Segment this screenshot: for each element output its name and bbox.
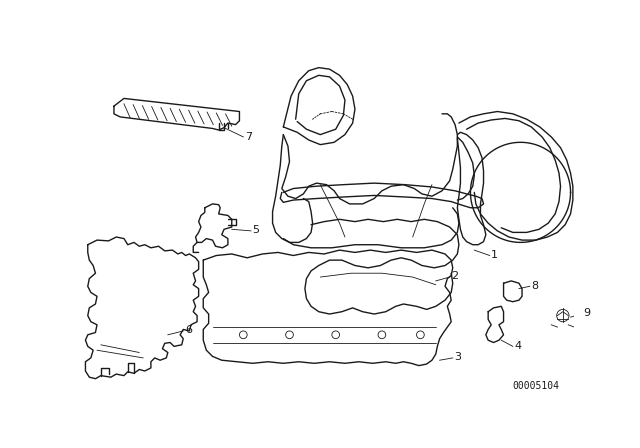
Text: 6: 6 (185, 325, 192, 335)
Text: 7: 7 (245, 132, 252, 142)
Text: 8: 8 (531, 280, 538, 291)
Text: 5: 5 (253, 225, 260, 235)
Text: 00005104: 00005104 (513, 381, 559, 392)
Text: 9: 9 (584, 308, 591, 318)
Text: 3: 3 (454, 352, 461, 362)
Text: 1: 1 (492, 250, 499, 260)
Text: 4: 4 (515, 340, 522, 351)
Text: 2: 2 (451, 271, 458, 281)
